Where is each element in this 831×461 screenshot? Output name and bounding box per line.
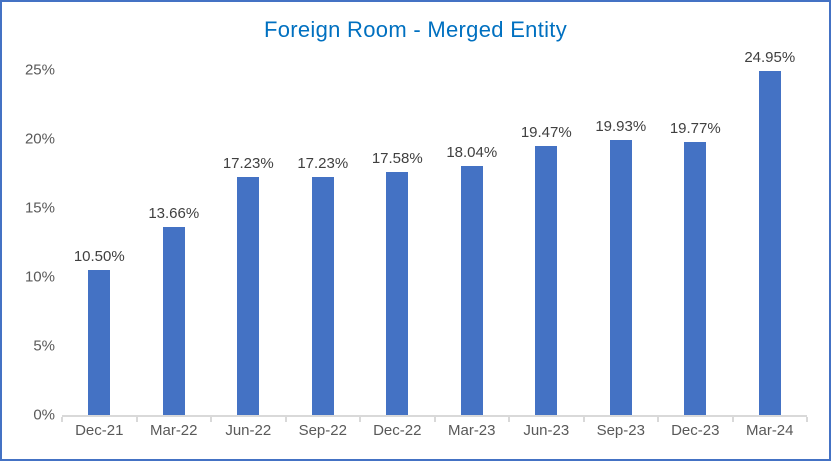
bar-value-label: 17.23%: [222, 155, 274, 173]
bar-slot: 24.95%: [733, 49, 808, 415]
bar-jun-22: [237, 177, 260, 415]
bar-value-label: 10.50%: [73, 248, 125, 266]
x-axis-category-label: Dec-21: [75, 422, 124, 439]
bar-mar-24: [758, 70, 781, 415]
x-axis-category-label: Dec-23: [671, 422, 720, 439]
bar-slot: 10.50%: [62, 70, 137, 415]
x-axis: Dec-21 Mar-22 Jun-22 Sep-22 Dec-22 Mar-23 Jun-…: [62, 422, 807, 439]
x-axis-tick: [210, 417, 212, 422]
x-axis-category-label: Jun-23: [523, 422, 570, 439]
bar-value-label: 18.04%: [446, 144, 498, 162]
x-axis-category-label: Sep-22: [298, 422, 347, 439]
bar-dec-23: [684, 142, 707, 415]
x-axis-tick: [806, 417, 808, 422]
bar-slot: 18.04%: [435, 70, 510, 415]
bar-value-label: 17.58%: [371, 150, 423, 168]
y-axis: 0% 5% 10% 15% 20% 25%: [2, 62, 55, 424]
bar-dec-22: [386, 172, 409, 415]
y-axis-tick-label: 0%: [33, 406, 55, 424]
y-axis-tick-label: 15%: [24, 199, 55, 217]
y-axis-tick-label: 20%: [24, 130, 55, 148]
x-axis-tick: [135, 417, 138, 422]
x-axis-tick: [508, 417, 510, 422]
bar-value-label: 19.77%: [669, 120, 721, 138]
bar-value-label: 19.93%: [595, 117, 647, 135]
x-axis-category-label: Sep-23: [596, 422, 645, 439]
x-axis-category-label: Mar-22: [149, 422, 198, 439]
bar-slot: 19.77%: [658, 70, 733, 415]
plot-area: 10.50% 13.66% 17.23% 17.23% 17.58% 18.04% 19.4…: [61, 49, 808, 422]
bar-slot: 19.47%: [509, 70, 584, 415]
bar-slot: 17.58%: [360, 70, 435, 415]
bar-slot: 17.23%: [211, 70, 286, 415]
x-axis-tick: [582, 417, 585, 422]
x-axis-tick: [61, 417, 63, 422]
bar-slot: 17.23%: [286, 70, 361, 415]
y-axis-tick-label: 5%: [33, 337, 55, 355]
x-axis-category-label: Jun-22: [225, 422, 272, 439]
bar-value-label: 24.95%: [744, 48, 796, 66]
x-axis-tick: [657, 417, 659, 422]
x-axis-category-label: Dec-22: [373, 422, 422, 439]
y-axis-tick-label: 25%: [24, 61, 55, 79]
bar-value-label: 19.47%: [520, 124, 572, 142]
x-axis-category-label: Mar-24: [745, 422, 794, 439]
x-axis-tick: [433, 417, 436, 422]
bar-mar-22: [162, 226, 185, 415]
bar-slot: 13.66%: [137, 70, 212, 415]
bar-value-label: 13.66%: [148, 204, 200, 222]
bar-value-label: 17.23%: [297, 155, 349, 173]
y-axis-tick-label: 10%: [24, 268, 55, 286]
x-axis-tick: [731, 417, 734, 422]
bar-sep-22: [311, 177, 334, 415]
x-axis-category-label: Mar-23: [447, 422, 496, 439]
bar-jun-23: [535, 146, 558, 415]
bar-sep-23: [609, 139, 632, 415]
bars-group: 10.50% 13.66% 17.23% 17.23% 17.58% 18.04% 19.4…: [62, 49, 808, 415]
x-axis-tick: [359, 417, 361, 422]
bar-mar-23: [460, 166, 483, 415]
chart-title: Foreign Room - Merged Entity: [263, 17, 568, 42]
x-axis-tick: [284, 417, 287, 422]
bar-slot: 19.93%: [584, 70, 659, 415]
bar-dec-21: [88, 270, 111, 415]
x-axis-line: [62, 415, 807, 417]
